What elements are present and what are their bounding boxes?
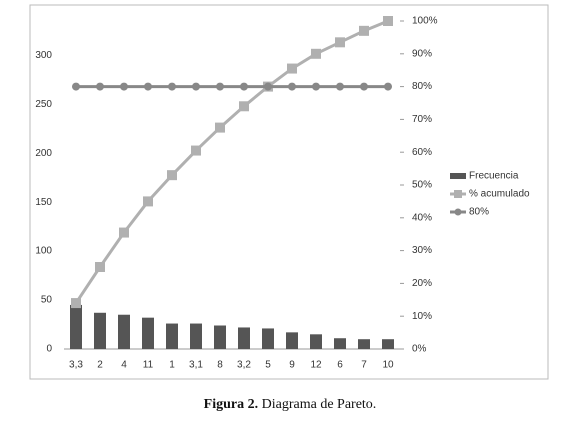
x-tick-label: 10 xyxy=(382,360,394,371)
legend-swatch xyxy=(450,173,466,179)
marker xyxy=(119,227,129,238)
marker xyxy=(215,122,225,133)
marker xyxy=(95,262,105,272)
y2-tick-label: 70% xyxy=(412,114,432,125)
y-tick-label: 0 xyxy=(46,344,52,355)
legend-label: Frecuencia xyxy=(469,171,519,182)
bar xyxy=(310,334,322,349)
marker xyxy=(287,63,297,74)
caption-text: Diagrama de Pareto. xyxy=(262,397,377,412)
marker xyxy=(191,145,201,156)
y2-tick-label: 30% xyxy=(412,245,432,256)
x-tick-label: 5 xyxy=(265,360,271,371)
bar xyxy=(190,323,202,349)
legend-marker xyxy=(454,190,462,198)
y2-tick-label: 60% xyxy=(412,147,432,158)
x-tick-label: 3,3 xyxy=(69,360,83,371)
bar xyxy=(166,323,178,349)
marker xyxy=(384,82,392,91)
marker xyxy=(360,82,368,91)
bar xyxy=(238,327,250,349)
y-tick-label: 150 xyxy=(35,197,52,208)
x-tick-label: 7 xyxy=(361,360,367,371)
y2-tick-label: 10% xyxy=(412,311,432,322)
caption: Figura 2. Diagrama de Pareto. xyxy=(204,397,377,412)
bar xyxy=(142,317,154,349)
marker xyxy=(72,82,80,91)
y2-tick-label: 80% xyxy=(412,81,432,92)
legend-label: % acumulado xyxy=(469,189,530,200)
y-tick-label: 100 xyxy=(35,246,52,257)
marker xyxy=(335,37,345,48)
y2-tick-label: 90% xyxy=(412,48,432,59)
legend-marker xyxy=(454,208,462,216)
marker xyxy=(240,82,248,91)
marker xyxy=(264,82,272,91)
x-tick-label: 3,2 xyxy=(237,360,251,371)
x-tick-label: 4 xyxy=(121,360,127,371)
marker xyxy=(239,101,249,112)
y-tick-label: 200 xyxy=(35,148,52,159)
marker xyxy=(144,82,152,91)
x-tick-label: 12 xyxy=(310,360,322,371)
caption-label: Figura 2. xyxy=(204,397,258,412)
bar xyxy=(70,304,82,349)
x-tick-label: 9 xyxy=(289,360,295,371)
marker xyxy=(216,82,224,91)
y-tick-label: 50 xyxy=(41,295,53,306)
marker xyxy=(383,16,393,26)
bar xyxy=(118,314,130,349)
y-tick-label: 250 xyxy=(35,99,52,110)
marker xyxy=(192,82,200,91)
x-tick-label: 11 xyxy=(143,360,154,371)
bar xyxy=(334,338,346,349)
x-tick-label: 3,1 xyxy=(189,360,203,371)
bar xyxy=(262,328,274,349)
y2-tick-label: 50% xyxy=(412,180,432,191)
bar xyxy=(358,339,370,349)
y-tick-label: 300 xyxy=(35,50,52,61)
marker xyxy=(288,82,296,91)
legend-label: 80% xyxy=(469,207,489,218)
bar xyxy=(382,339,394,349)
marker xyxy=(71,298,81,309)
marker xyxy=(96,82,104,91)
marker xyxy=(336,82,344,91)
y2-tick-label: 40% xyxy=(412,212,432,223)
x-tick-label: 8 xyxy=(217,360,223,371)
x-tick-label: 6 xyxy=(337,360,343,371)
marker xyxy=(167,170,177,181)
bar xyxy=(214,325,226,349)
y2-tick-label: 100% xyxy=(412,16,438,27)
marker xyxy=(168,82,176,91)
x-tick-label: 1 xyxy=(169,360,175,371)
x-tick-label: 2 xyxy=(97,360,103,371)
marker xyxy=(359,25,369,36)
y2-tick-label: 0% xyxy=(412,344,427,355)
marker xyxy=(120,82,128,91)
marker xyxy=(143,196,153,207)
marker xyxy=(311,48,321,59)
y2-tick-label: 20% xyxy=(412,278,432,289)
bar xyxy=(94,312,106,349)
marker xyxy=(312,82,320,91)
bar xyxy=(286,332,298,349)
